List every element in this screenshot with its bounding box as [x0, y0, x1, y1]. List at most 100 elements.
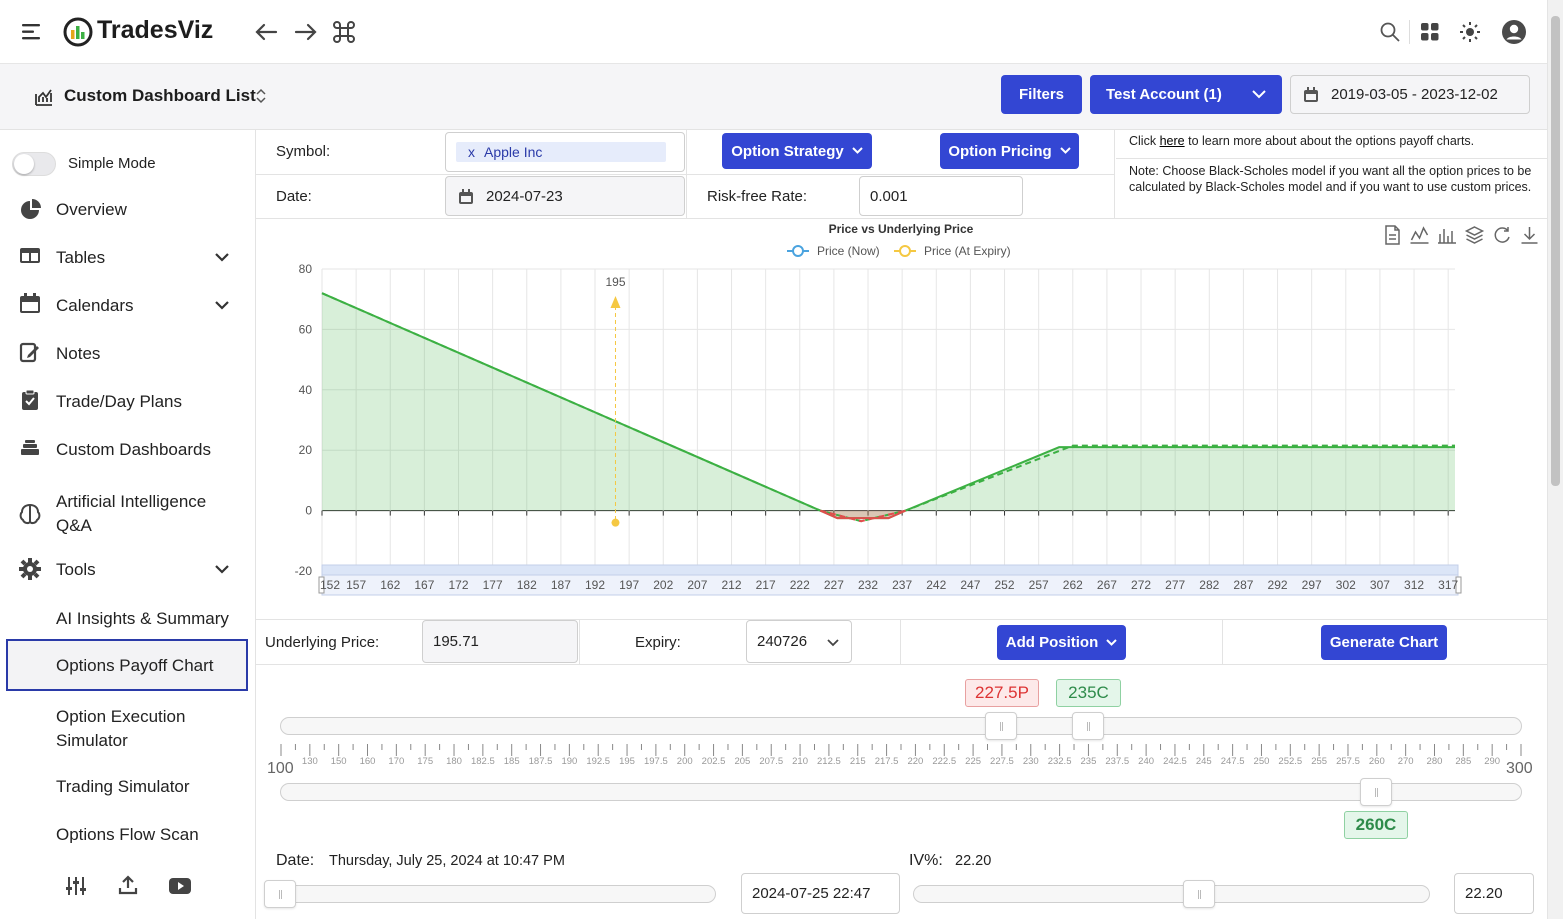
- sidebar-item-calendars[interactable]: Calendars: [0, 286, 256, 326]
- generate-chart-button[interactable]: Generate Chart: [1321, 625, 1447, 660]
- refresh-icon[interactable]: [1494, 227, 1510, 243]
- sun-theme-icon[interactable]: [1460, 22, 1480, 42]
- user-avatar-icon[interactable]: [1502, 20, 1526, 44]
- date-input[interactable]: 2024-07-23: [445, 176, 685, 216]
- ai-label-line1: Artificial Intelligence: [56, 492, 207, 511]
- scrollbar-thumb[interactable]: [1551, 16, 1560, 486]
- vertical-scrollbar[interactable]: [1547, 0, 1563, 919]
- y-tick-label: 40: [299, 383, 313, 397]
- x-tick-label: 302: [1336, 578, 1356, 592]
- download-icon[interactable]: [1521, 227, 1538, 244]
- youtube-icon[interactable]: [169, 878, 191, 894]
- call2-strike-handle[interactable]: [1360, 778, 1392, 806]
- back-arrow-icon[interactable]: [254, 22, 278, 42]
- chart-line-icon: [35, 89, 52, 106]
- app-name[interactable]: TradesViz: [97, 16, 214, 44]
- underlying-price-input[interactable]: 195.71: [422, 620, 578, 663]
- sidebar-subitem-options-flow-scan[interactable]: Options Flow Scan: [56, 825, 199, 843]
- iv-slider-track[interactable]: [913, 885, 1430, 903]
- scale-tick-label: 230: [1023, 756, 1039, 767]
- sidebar-item-notes[interactable]: Notes: [0, 334, 256, 374]
- strike-slider-track-2[interactable]: [280, 783, 1522, 801]
- stack-icon[interactable]: [1464, 226, 1485, 244]
- sort-arrows-icon[interactable]: [256, 88, 266, 104]
- scale-tick-label: 190: [561, 756, 577, 767]
- remove-symbol-icon[interactable]: x: [468, 144, 475, 160]
- command-icon[interactable]: [333, 21, 355, 43]
- symbol-select[interactable]: x Apple Inc: [445, 132, 685, 172]
- sidebar-item-custom-dashboards[interactable]: Custom Dashboards: [0, 430, 256, 470]
- sidebar-item-trade-day-plans[interactable]: Trade/Day Plans: [0, 382, 256, 422]
- bar-chart-icon[interactable]: [1438, 229, 1456, 244]
- symbol-chip[interactable]: x Apple Inc: [456, 142, 666, 162]
- sidebar-subitem-trading-simulator[interactable]: Trading Simulator: [56, 777, 190, 796]
- forward-arrow-icon[interactable]: [294, 22, 318, 42]
- dashboard-list-title[interactable]: Custom Dashboard List: [64, 86, 256, 105]
- sidebar-item-label: Artificial Intelligence Q&A: [56, 490, 206, 538]
- sidebar-item-label: Trade/Day Plans: [56, 392, 182, 411]
- x-tick-label: 197: [619, 578, 639, 592]
- table-icon: [20, 248, 40, 263]
- date-slider-track[interactable]: [264, 885, 716, 903]
- line-chart-icon[interactable]: [1410, 226, 1429, 244]
- option-strategy-button[interactable]: Option Strategy: [722, 133, 872, 169]
- filters-button[interactable]: Filters: [1001, 75, 1082, 114]
- sidebar-subitem-option-execution-simulator[interactable]: Option Execution Simulator: [56, 705, 185, 753]
- info-rest: to learn more about about the options pa…: [1188, 134, 1475, 148]
- learn-more-link[interactable]: here: [1159, 134, 1185, 148]
- strike-slider-track[interactable]: [280, 717, 1522, 735]
- scale-tick-label: 237.5: [1105, 756, 1129, 767]
- put-strike-handle[interactable]: [985, 712, 1017, 740]
- sidebar-subitem-ai-insights[interactable]: AI Insights & Summary: [56, 609, 229, 628]
- underlying-price-value: 195.71: [433, 633, 479, 650]
- payoff-chart[interactable]: Price vs Underlying Price Price (Now) Pric…: [256, 219, 1547, 619]
- add-position-button[interactable]: Add Position: [997, 625, 1126, 660]
- sliders-icon[interactable]: [66, 877, 86, 895]
- call-strike-handle[interactable]: [1072, 712, 1104, 740]
- divider: [256, 619, 1547, 620]
- search-icon[interactable]: [1380, 22, 1400, 42]
- x-tick-label: 217: [756, 578, 776, 592]
- date-slider-handle[interactable]: [264, 880, 296, 908]
- chevron-down-icon: [1252, 90, 1266, 99]
- add-position-label: Add Position: [1005, 634, 1099, 651]
- x-tick-label: 202: [653, 578, 673, 592]
- y-tick-label: 80: [299, 262, 313, 276]
- scale-tick-label: 225: [965, 756, 981, 767]
- calendar-icon: [1304, 87, 1318, 102]
- x-tick-label: 292: [1268, 578, 1288, 592]
- main-content: Symbol: x Apple Inc Date: 2024-07-23 Opt…: [256, 130, 1547, 919]
- sidebar-subitem-options-payoff-chart[interactable]: Options Payoff Chart: [6, 639, 248, 691]
- apps-grid-icon[interactable]: [1421, 23, 1439, 41]
- sidebar-item-overview[interactable]: Overview: [0, 190, 256, 230]
- notes-edit-icon: [19, 342, 39, 363]
- expiry-select[interactable]: 240726: [746, 620, 852, 663]
- call2-strike-tag: 260C: [1344, 811, 1408, 839]
- date-range-picker[interactable]: 2019-03-05 - 2023-12-02: [1290, 75, 1530, 114]
- calendar-icon: [459, 189, 473, 204]
- x-tick-label: 167: [414, 578, 434, 592]
- sidebar-item-tools[interactable]: Tools: [0, 550, 256, 590]
- sidebar: Simple Mode Overview Tables Calendars No…: [0, 130, 256, 919]
- scale-tick-label: 260: [1369, 756, 1385, 767]
- x-tick-label: 227: [824, 578, 844, 592]
- sidebar-item-tables[interactable]: Tables: [0, 238, 256, 278]
- risk-free-input[interactable]: 0.001: [859, 176, 1023, 216]
- menu-icon[interactable]: [22, 23, 42, 41]
- scale-tick-label: 242.5: [1163, 756, 1187, 767]
- scale-tick-label: 257.5: [1336, 756, 1360, 767]
- y-tick-label: -20: [295, 564, 313, 578]
- date-time-input[interactable]: 2024-07-25 22:47: [741, 873, 900, 914]
- iv-slider-handle[interactable]: [1183, 880, 1215, 908]
- x-tick-label: 307: [1370, 578, 1390, 592]
- x-tick-label: 287: [1233, 578, 1253, 592]
- option-pricing-button[interactable]: Option Pricing: [940, 133, 1079, 169]
- sidebar-item-ai-qa[interactable]: Artificial Intelligence Q&A: [0, 486, 256, 542]
- doc-icon[interactable]: [1385, 225, 1400, 245]
- simple-mode-toggle[interactable]: [12, 152, 56, 176]
- upload-icon[interactable]: [118, 875, 138, 895]
- iv-input[interactable]: 22.20: [1454, 873, 1534, 914]
- account-select[interactable]: Test Account (1): [1090, 75, 1282, 114]
- strike-scale: 130 150 160 170 175 180 182.5 185 187.5 190 192.5 1…: [280, 744, 1522, 767]
- scale-tick-label: 150: [331, 756, 347, 767]
